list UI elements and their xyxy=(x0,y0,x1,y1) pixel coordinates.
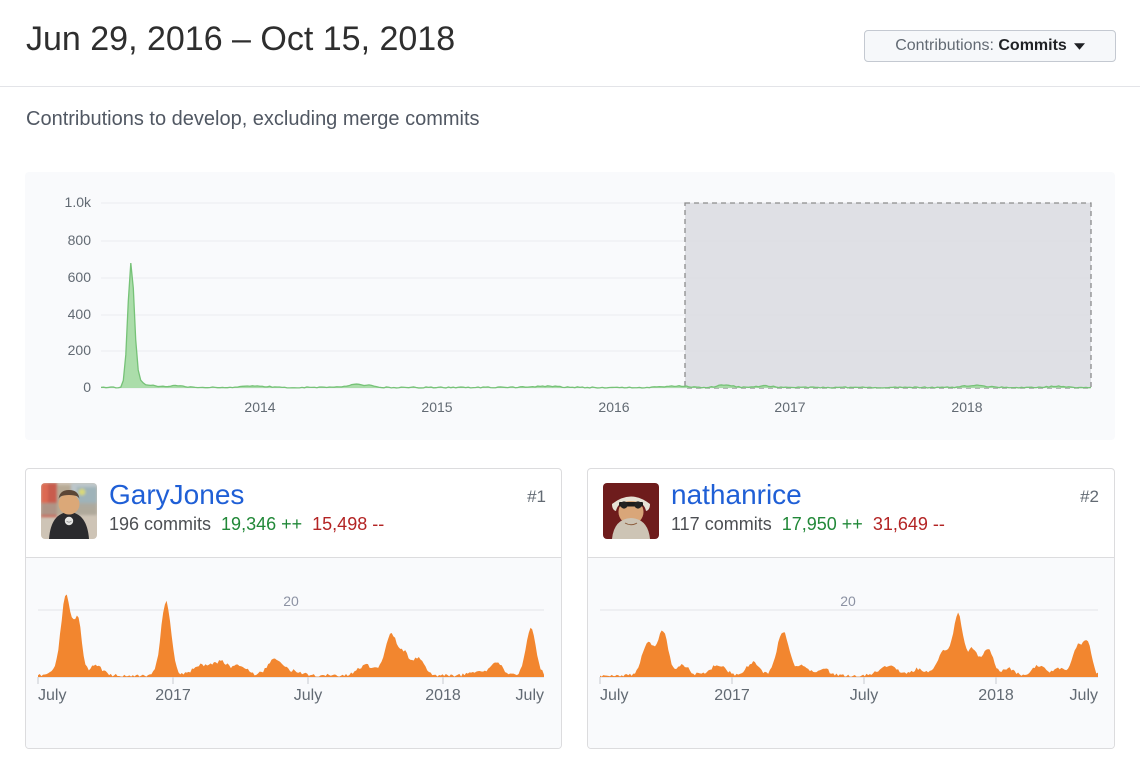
svg-text:20: 20 xyxy=(283,593,299,609)
svg-text:2018: 2018 xyxy=(951,399,982,415)
svg-text:600: 600 xyxy=(68,269,92,285)
svg-text:800: 800 xyxy=(68,232,92,248)
svg-text:2016: 2016 xyxy=(598,399,629,415)
svg-text:2017: 2017 xyxy=(714,687,750,704)
svg-text:2017: 2017 xyxy=(774,399,805,415)
svg-text:2015: 2015 xyxy=(421,399,452,415)
svg-text:200: 200 xyxy=(68,342,92,358)
svg-text:2018: 2018 xyxy=(978,687,1014,704)
svg-text:1.0k: 1.0k xyxy=(65,194,92,210)
svg-text:July: July xyxy=(600,687,628,704)
svg-text:July: July xyxy=(1070,687,1098,704)
svg-text:2018: 2018 xyxy=(425,687,461,704)
svg-text:0: 0 xyxy=(83,379,91,395)
svg-text:July: July xyxy=(294,687,322,704)
svg-text:20: 20 xyxy=(840,593,856,609)
svg-text:2014: 2014 xyxy=(244,399,275,415)
svg-text:400: 400 xyxy=(68,306,92,322)
svg-text:July: July xyxy=(38,687,66,704)
svg-text:2017: 2017 xyxy=(155,687,191,704)
svg-text:July: July xyxy=(850,687,878,704)
svg-text:July: July xyxy=(516,687,544,704)
